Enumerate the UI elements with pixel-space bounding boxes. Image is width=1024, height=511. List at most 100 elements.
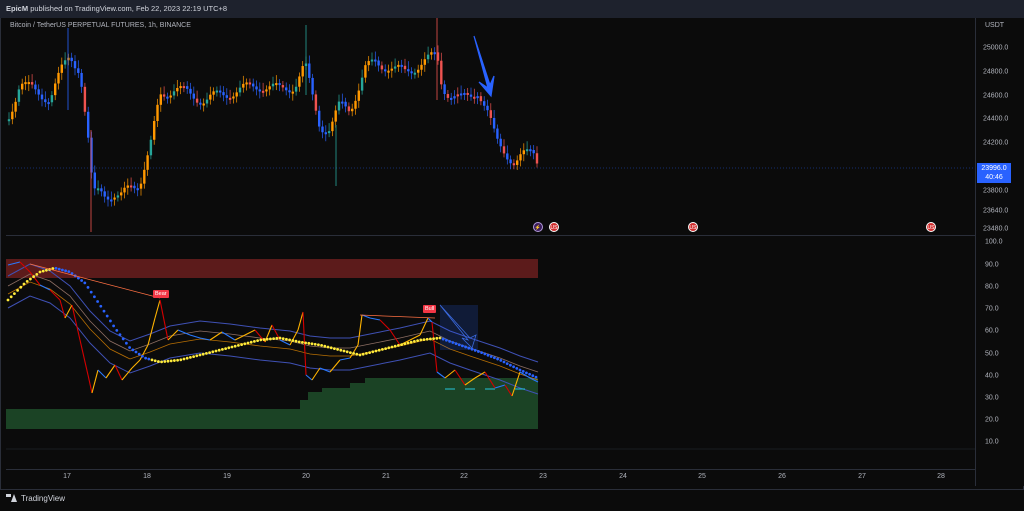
candle-body: [212, 91, 215, 95]
event-us-flag-icon[interactable]: US: [688, 222, 698, 232]
ma-dot: [489, 355, 493, 358]
ma-dot: [189, 356, 192, 359]
candle-body: [232, 96, 235, 99]
oscillator-segment: [529, 377, 539, 383]
ma-dot: [493, 356, 496, 360]
ma-dot: [400, 343, 403, 346]
candle-body: [459, 93, 463, 96]
candle-body: [24, 82, 27, 85]
oscillator-segment: [244, 329, 256, 336]
oscillator-segment: [177, 329, 191, 336]
ma-dot: [6, 298, 10, 302]
ma-dot: [32, 275, 35, 279]
price-axis[interactable]: [975, 18, 1024, 486]
candle-body: [268, 86, 271, 90]
candle-body: [77, 68, 80, 73]
ma-dot: [77, 276, 80, 280]
candle-body: [215, 90, 219, 93]
candle-body: [357, 90, 360, 101]
ma-dot: [291, 339, 295, 342]
drawn-arrow-down: [473, 35, 495, 98]
ma-dot: [131, 348, 135, 352]
ma-dot: [105, 314, 109, 318]
candle-body: [83, 86, 87, 112]
ma-dot: [413, 340, 416, 343]
ma-dot: [486, 353, 490, 357]
candle-body: [57, 72, 60, 84]
ma-dot: [61, 268, 64, 272]
ma-dot: [237, 344, 240, 347]
ma-dot: [521, 370, 525, 373]
candle-body: [410, 71, 413, 74]
candle-body: [426, 54, 430, 60]
ma-dot: [441, 337, 445, 341]
price-tick: 25000.0: [983, 44, 1009, 52]
oscillator-segment: [519, 371, 531, 379]
candle-body: [525, 149, 529, 152]
price-tick: 24400.0: [983, 115, 1009, 123]
candle-body: [258, 89, 261, 92]
price-tick: 23800.0: [983, 187, 1009, 195]
oscillator-segment: [349, 344, 359, 359]
candle-body: [522, 150, 525, 155]
ma-dot: [160, 360, 164, 364]
candle-body: [397, 64, 400, 67]
ma-dot: [342, 349, 346, 353]
candle-body: [133, 185, 136, 189]
candle-body: [182, 86, 186, 89]
candle-body: [512, 163, 516, 166]
ma-dot: [179, 358, 183, 362]
candle-body: [40, 94, 44, 100]
pane-separator[interactable]: [6, 235, 975, 236]
ma-dot: [128, 346, 132, 349]
ma-dot: [259, 338, 263, 342]
candle-body: [318, 110, 321, 127]
oscillator-segment: [105, 364, 116, 379]
candle-body: [222, 92, 225, 96]
candle-body: [496, 128, 499, 139]
candle-body: [172, 91, 176, 96]
oscillator-segment: [305, 374, 313, 381]
candle-body: [7, 119, 11, 122]
candle-body: [364, 65, 367, 78]
oscillator-segment: [389, 329, 401, 346]
ma-dot: [64, 269, 67, 273]
event-lightning-icon[interactable]: ⚡: [533, 222, 543, 232]
oscillator-segment: [97, 369, 107, 379]
ma-dot: [429, 337, 432, 341]
ma-dot: [505, 362, 509, 365]
ma-dot: [349, 351, 352, 354]
ma-dot: [448, 339, 451, 343]
candle-body: [100, 188, 103, 192]
ma-dot: [518, 368, 522, 372]
oscillator-segment: [49, 289, 61, 301]
ma-dot: [150, 358, 154, 362]
ma-dot: [173, 359, 176, 362]
price-tick: 24200.0: [983, 139, 1009, 147]
indicator-tick: 50.0: [985, 350, 999, 358]
ma-dot: [377, 348, 381, 352]
tradingview-logo[interactable]: TradingView: [6, 494, 65, 503]
time-axis[interactable]: [6, 469, 975, 488]
date-tick: 24: [619, 473, 627, 480]
symbol-info: Bitcoin / TetherUS PERPETUAL FUTURES, 1h…: [10, 22, 191, 29]
oscillator-segment: [311, 367, 321, 381]
event-us-flag-icon[interactable]: US: [549, 222, 559, 232]
ma-dot: [422, 338, 426, 341]
ma-dot: [304, 341, 307, 345]
author-name[interactable]: EpicM: [6, 4, 29, 13]
candle-body: [529, 149, 532, 152]
oscillator-segment: [59, 299, 66, 319]
price-tick: 23480.0: [983, 225, 1009, 233]
oversold-zone: [6, 378, 538, 429]
candle-body: [535, 153, 539, 164]
oscillator-segment: [19, 261, 31, 273]
event-us-flag-icon[interactable]: US: [926, 222, 936, 232]
ma-dot: [403, 342, 407, 346]
highlight-box: [440, 305, 478, 350]
ma-dot: [125, 341, 128, 345]
oscillator-segment: [199, 337, 211, 341]
publish-header: EpicM published on TradingView.com, Feb …: [0, 0, 1024, 18]
candle-body: [281, 85, 285, 88]
